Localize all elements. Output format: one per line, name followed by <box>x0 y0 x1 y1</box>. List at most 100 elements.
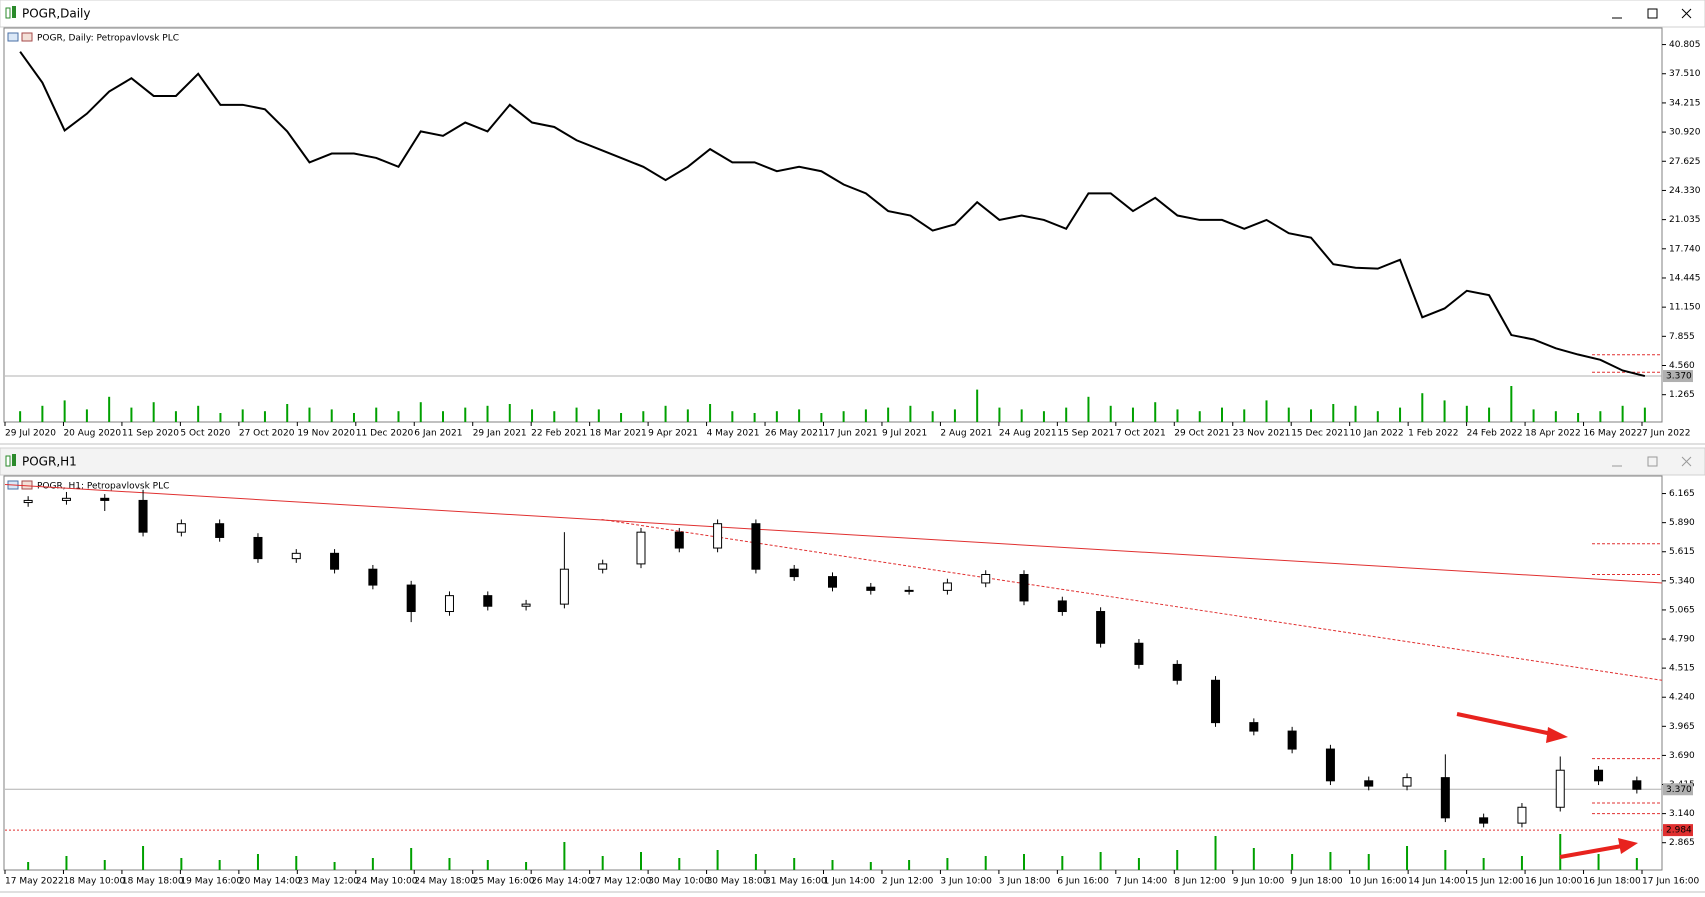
candle-body <box>368 568 378 586</box>
candle-body <box>713 523 723 549</box>
x-tick-label: 3 Jun 10:00 <box>940 877 992 887</box>
title-bar <box>0 447 1705 476</box>
arrow-head <box>1546 727 1568 743</box>
x-tick-label: 9 Apr 2021 <box>648 429 698 439</box>
x-tick-label: 25 May 16:00 <box>473 877 535 887</box>
candle-body <box>176 523 186 533</box>
x-tick-label: 17 Jun 16:00 <box>1642 877 1699 887</box>
x-tick-label: 15 Dec 2021 <box>1291 429 1349 439</box>
candle-body <box>1632 780 1642 790</box>
x-tick-label: 2 Jun 12:00 <box>882 877 934 887</box>
x-tick-label: 2 Aug 2021 <box>940 429 992 439</box>
x-tick-label: 19 Nov 2020 <box>297 429 355 439</box>
x-tick-label: 9 Jul 2021 <box>882 429 927 439</box>
candle-body <box>138 499 148 533</box>
current-price-box <box>1663 370 1693 383</box>
candle-body <box>100 497 110 501</box>
y-tick-label: 11.150 <box>1669 303 1701 313</box>
price-line <box>19 51 1646 378</box>
x-tick-label: 17 Jun 2021 <box>824 429 878 439</box>
y-tick-label: 2.865 <box>1669 838 1695 848</box>
x-tick-label: 14 Jun 14:00 <box>1408 877 1465 887</box>
x-tick-label: 15 Sep 2021 <box>1057 429 1114 439</box>
candle-body <box>253 536 263 560</box>
candle-body <box>1364 780 1374 787</box>
candle-body <box>61 497 71 501</box>
x-tick-label: 9 Jun 10:00 <box>1233 877 1285 887</box>
candle-body <box>1019 573 1029 602</box>
y-tick-label: 4.240 <box>1669 693 1695 703</box>
candle-body <box>1249 722 1259 732</box>
current-price-label: 3.370 <box>1666 372 1692 382</box>
current-price-label: 3.370 <box>1666 785 1692 795</box>
x-tick-label: 30 May 18:00 <box>707 877 769 887</box>
close-button[interactable] <box>1681 456 1692 467</box>
y-tick-label: 4.515 <box>1669 664 1695 674</box>
y-tick-label: 5.615 <box>1669 547 1695 557</box>
y-tick-label: 5.065 <box>1669 605 1695 615</box>
x-tick-label: 24 Feb 2022 <box>1467 429 1523 439</box>
window-icon <box>5 455 11 467</box>
x-tick-label: 6 Jan 2021 <box>414 429 462 439</box>
x-tick-label: 27 May 12:00 <box>590 877 652 887</box>
y-tick-label: 3.690 <box>1669 751 1695 761</box>
x-tick-label: 11 Sep 2020 <box>122 429 179 439</box>
y-tick-label: 37.510 <box>1669 69 1701 79</box>
trend-line <box>601 518 1663 681</box>
alert-label: 2.984 <box>1666 826 1692 836</box>
x-tick-label: 10 Jan 2022 <box>1350 429 1404 439</box>
arrow <box>1456 712 1553 736</box>
y-tick-label: 4.560 <box>1669 361 1695 371</box>
y-tick-label: 6.165 <box>1669 489 1695 499</box>
chart-frame <box>3 27 1663 423</box>
x-tick-label: 7 Jun 14:00 <box>1116 877 1168 887</box>
x-tick-label: 24 May 18:00 <box>414 877 476 887</box>
candle-body <box>981 573 991 584</box>
candle-body <box>1096 611 1106 644</box>
x-tick-label: 15 Jun 12:00 <box>1467 877 1524 887</box>
candle-body <box>1479 817 1489 824</box>
annotation-arrows <box>1456 712 1638 859</box>
x-tick-label: 16 Jun 10:00 <box>1525 877 1582 887</box>
maximize-button[interactable] <box>1647 8 1658 19</box>
x-tick-label: 1 Jun 14:00 <box>824 877 876 887</box>
candle-body <box>1057 600 1067 613</box>
x-tick-label: 18 May 18:00 <box>122 877 184 887</box>
window-icon <box>5 7 11 19</box>
x-tick-label: 22 Feb 2021 <box>531 429 587 439</box>
chart-subtitle: POGR, H1: Petropavlovsk PLC <box>37 482 169 492</box>
y-tick-label: 1.265 <box>1669 390 1695 400</box>
x-tick-label: 20 Aug 2020 <box>63 429 121 439</box>
window-title: POGR,H1 <box>22 455 77 469</box>
y-tick-label: 3.965 <box>1669 722 1695 732</box>
window-icon <box>12 454 16 466</box>
x-tick-label: 19 May 16:00 <box>180 877 242 887</box>
candle-body <box>598 563 608 570</box>
x-tick-label: 23 May 12:00 <box>297 877 359 887</box>
candle-body <box>559 568 569 605</box>
candle-body <box>483 595 493 607</box>
maximize-button[interactable] <box>1647 456 1658 467</box>
close-button[interactable] <box>1681 8 1692 19</box>
y-tick-label: 27.625 <box>1669 157 1701 167</box>
candle-body <box>1172 663 1182 681</box>
x-tick-label: 1 Feb 2022 <box>1408 429 1458 439</box>
candle-body <box>866 586 876 591</box>
current-price-box <box>1663 783 1693 796</box>
y-tick-label: 30.920 <box>1669 128 1701 138</box>
candle-body <box>1555 769 1565 808</box>
chart-icon <box>21 32 33 42</box>
candle-body <box>1517 806 1527 824</box>
candle-body <box>828 576 837 588</box>
x-tick-label: 18 Apr 2022 <box>1525 429 1581 439</box>
trend-line <box>4 484 1663 584</box>
x-tick-label: 29 Jul 2020 <box>5 429 56 439</box>
x-tick-label: 26 May 14:00 <box>531 877 593 887</box>
chart-icon <box>21 480 33 490</box>
candle-body <box>1594 769 1604 782</box>
x-tick-label: 30 May 10:00 <box>648 877 710 887</box>
y-tick-label: 40.805 <box>1669 40 1701 50</box>
y-tick-label: 21.035 <box>1669 215 1701 225</box>
x-tick-label: 27 Oct 2020 <box>239 429 295 439</box>
